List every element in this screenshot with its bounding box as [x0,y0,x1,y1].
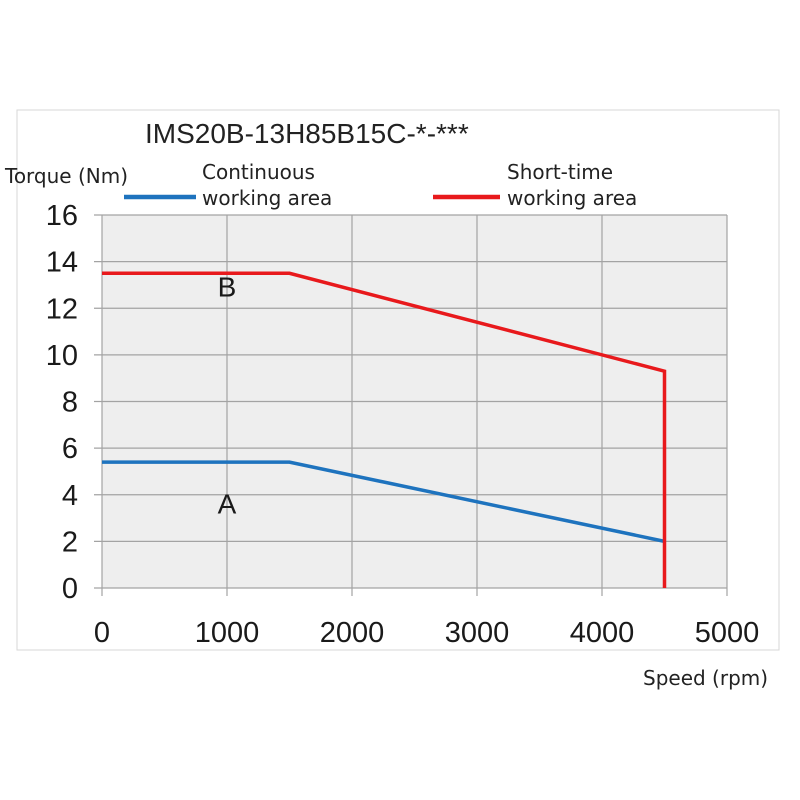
y-tick-label: 4 [62,480,78,512]
legend-label-0: working area [202,186,332,210]
series-layer [102,271,667,588]
y-tick-label: 14 [46,247,78,279]
series-line-0 [102,460,665,544]
y-tick-label: 0 [62,573,78,605]
y-tick-label: 6 [62,433,78,465]
series-line-1 [102,271,667,588]
y-tick-label: 8 [62,387,78,419]
x-axis-label: Speed (rpm) [643,666,768,690]
legend-label-1: working area [507,186,637,210]
x-tick-label: 1000 [195,617,260,649]
x-tick-label: 4000 [570,617,635,649]
y-tick-label: 10 [46,340,78,372]
y-tick-label: 12 [46,293,78,325]
y-axis-label: Torque (Nm) [4,164,128,188]
region-label: B [218,272,237,303]
x-tick-label: 0 [94,617,110,649]
x-tick-label: 2000 [320,617,385,649]
chart-title: IMS20B-13H85B15C-*-*** [145,118,469,149]
grid [94,214,728,596]
legend-label-0: Continuous [202,160,315,184]
legend-label-1: Short-time [507,160,613,184]
x-tick-label: 5000 [695,617,760,649]
y-tick-label: 16 [46,200,78,232]
y-tick-label: 2 [62,526,78,558]
annotations: BA [218,272,237,520]
x-tick-label: 3000 [445,617,510,649]
tick-labels: 0 1000 2000 3000 4000 5000 0 2 4 6 8 10 12 14 16 [46,200,760,649]
region-label: A [218,488,237,519]
